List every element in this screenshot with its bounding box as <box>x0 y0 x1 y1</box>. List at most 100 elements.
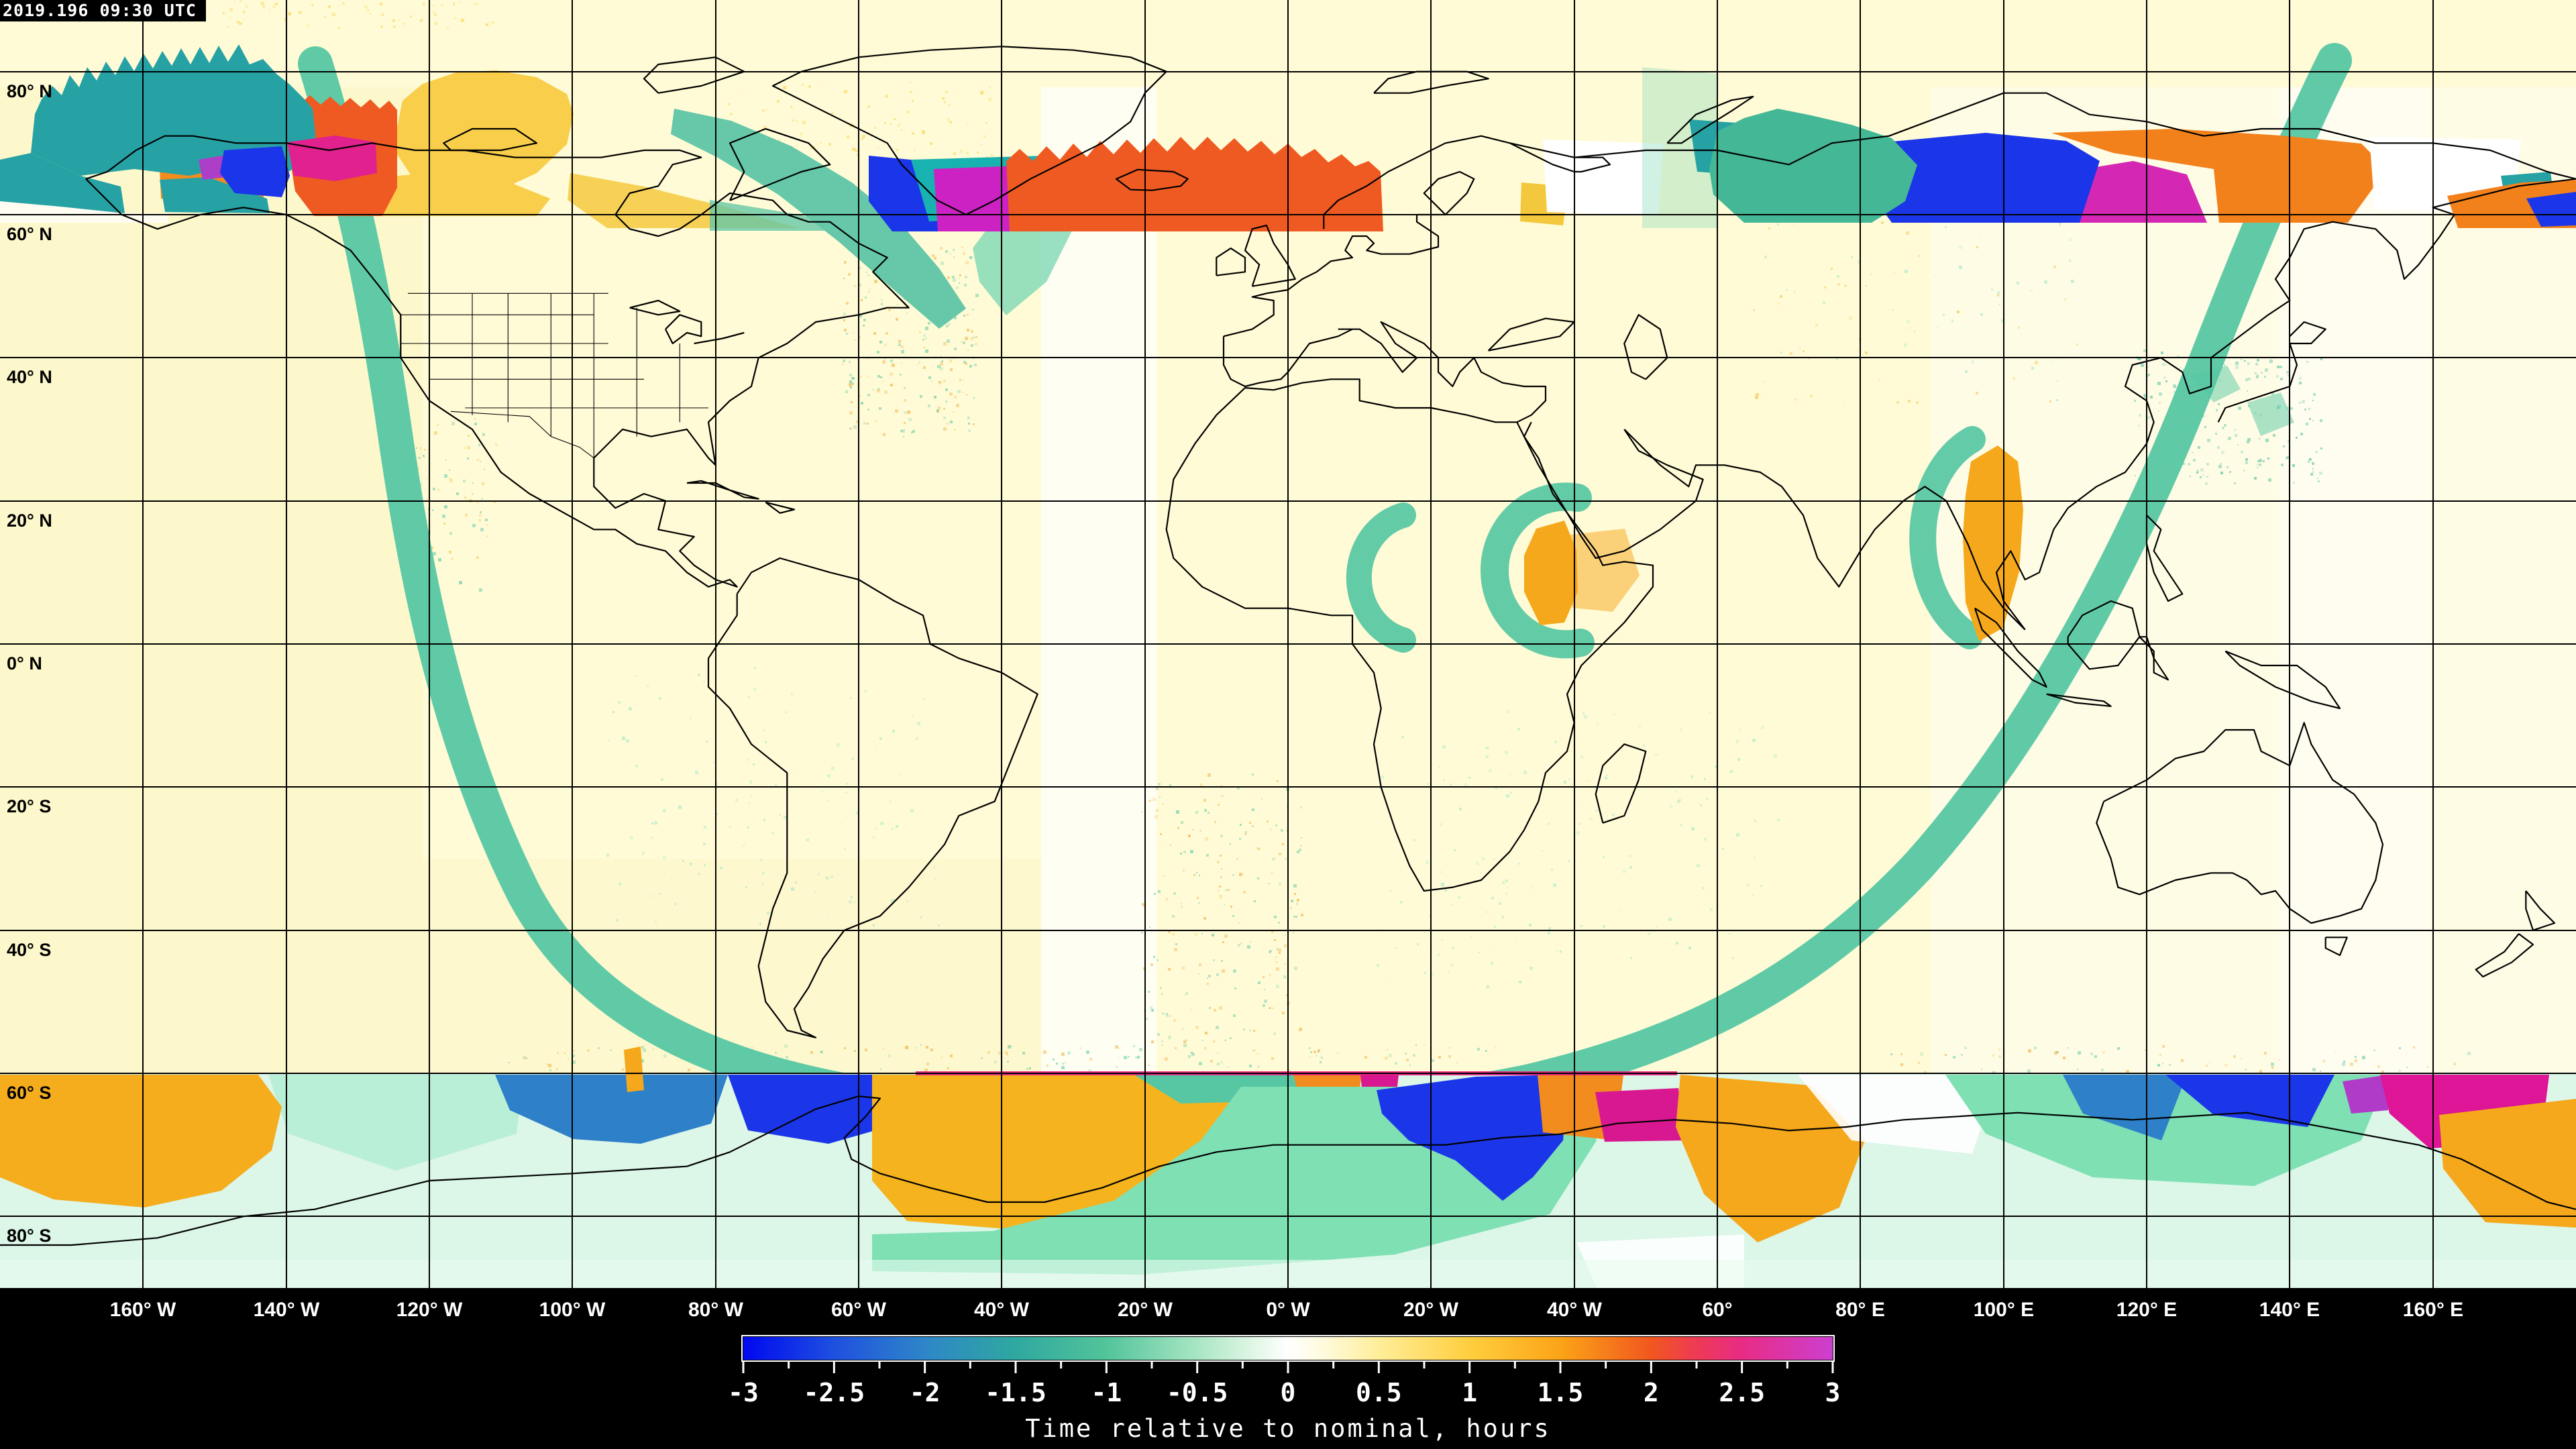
speckle-dot <box>1980 313 1983 316</box>
speckle-dot <box>1945 226 1947 228</box>
speckle-dot <box>953 249 955 251</box>
speckle-dot <box>1918 1062 1920 1064</box>
speckle-dot <box>1205 837 1208 841</box>
speckle-dot <box>229 8 233 11</box>
speckle-dot <box>2192 451 2194 453</box>
speckle-dot <box>928 322 930 325</box>
speckle-dot <box>854 1050 856 1052</box>
speckle-dot <box>626 739 629 743</box>
speckle-dot <box>963 380 964 381</box>
speckle-dot <box>891 899 894 902</box>
speckle-dot <box>661 778 663 781</box>
speckle-dot <box>1250 941 1251 943</box>
speckle-dot <box>2302 400 2305 403</box>
speckle-dot <box>647 685 649 687</box>
speckle-dot <box>1277 780 1279 782</box>
speckle-dot <box>924 347 925 348</box>
speckle-dot <box>1257 1053 1258 1055</box>
speckle-dot <box>1166 1014 1169 1017</box>
magenta-siberia-w <box>287 136 377 181</box>
coastline <box>1523 421 1704 559</box>
speckle-dot <box>2147 416 2151 419</box>
speckle-dot <box>616 919 619 922</box>
speckle-dot <box>481 498 483 500</box>
speckle-dot <box>1294 893 1296 895</box>
speckle-dot <box>465 514 468 517</box>
speckle-dot <box>859 284 861 286</box>
speckle-dot <box>2035 361 2038 364</box>
speckle-dot <box>635 675 637 677</box>
speckle-dot <box>859 395 861 396</box>
speckle-dot <box>453 5 455 6</box>
coastline <box>1216 248 1246 276</box>
speckle-dot <box>1710 908 1713 911</box>
speckle-dot <box>2017 282 2019 284</box>
speckle-dot <box>1053 1059 1054 1060</box>
speckle-dot <box>763 126 767 129</box>
speckle-dot <box>2200 468 2204 472</box>
speckle-dot <box>922 130 925 133</box>
speckle-dot <box>837 743 840 747</box>
speckle-dot <box>1290 907 1292 909</box>
speckle-dot <box>1276 948 1279 951</box>
speckle-dot <box>859 267 861 269</box>
speckle-dot <box>2320 1071 2321 1072</box>
speckle-dot <box>454 17 456 19</box>
us-state-borders <box>400 292 708 459</box>
speckle-dot <box>430 546 433 549</box>
speckle-dot <box>967 123 968 124</box>
speckle-dot <box>2247 362 2250 365</box>
speckle-dot <box>1400 901 1403 904</box>
speckle-dot <box>1271 872 1273 873</box>
speckle-dot <box>229 17 231 19</box>
speckle-dot <box>1389 980 1391 981</box>
speckle-dot <box>1159 841 1161 843</box>
speckle-dot <box>2355 1059 2357 1062</box>
speckle-dot <box>556 1068 558 1070</box>
speckle-dot <box>945 250 948 253</box>
speckle-dot <box>2117 1047 2120 1050</box>
speckle-dot <box>882 360 885 364</box>
speckle-dot <box>652 895 654 897</box>
speckle-dot <box>2069 238 2072 241</box>
speckle-dot <box>1768 227 1770 229</box>
speckle-dot <box>2315 451 2318 453</box>
speckle-dot <box>873 332 876 335</box>
speckle-dot <box>1639 725 1641 727</box>
speckle-dot <box>629 707 632 710</box>
speckle-dot <box>2051 361 2052 362</box>
speckle-dot <box>931 380 932 382</box>
speckle-dot <box>1945 1054 1947 1056</box>
speckle-dot <box>364 5 368 9</box>
speckle-dot <box>867 376 868 378</box>
speckle-dot <box>485 519 488 521</box>
speckle-dot <box>2001 319 2004 323</box>
speckle-dot <box>753 688 756 691</box>
speckle-dot <box>2217 446 2220 449</box>
speckle-dot <box>937 365 941 368</box>
speckle-dot <box>728 103 730 105</box>
speckle-dot <box>1459 808 1462 810</box>
speckle-dot <box>641 1059 644 1063</box>
speckle-dot <box>2245 1069 2247 1071</box>
speckle-dot <box>1293 932 1294 933</box>
speckle-dot <box>704 826 706 828</box>
coastline <box>2525 890 2556 931</box>
speckle-dot <box>1507 886 1509 888</box>
speckle-dot <box>416 447 417 449</box>
speckle-dot <box>1174 948 1177 951</box>
speckle-dot <box>2183 463 2185 465</box>
speckle-dot <box>917 722 920 725</box>
speckle-dot <box>1965 370 1968 373</box>
speckle-dot <box>2220 472 2223 474</box>
speckle-dot <box>2143 350 2146 352</box>
speckle-dot <box>1287 1069 1291 1073</box>
speckle-dot <box>1589 818 1591 820</box>
speckle-dot <box>950 368 953 371</box>
speckle-dot <box>2226 466 2229 468</box>
speckle-dot <box>1276 961 1277 963</box>
speckle-dot <box>1587 780 1588 782</box>
speckle-dot <box>1252 1050 1254 1052</box>
speckle-dot <box>950 1055 953 1057</box>
speckle-dot <box>802 84 804 86</box>
